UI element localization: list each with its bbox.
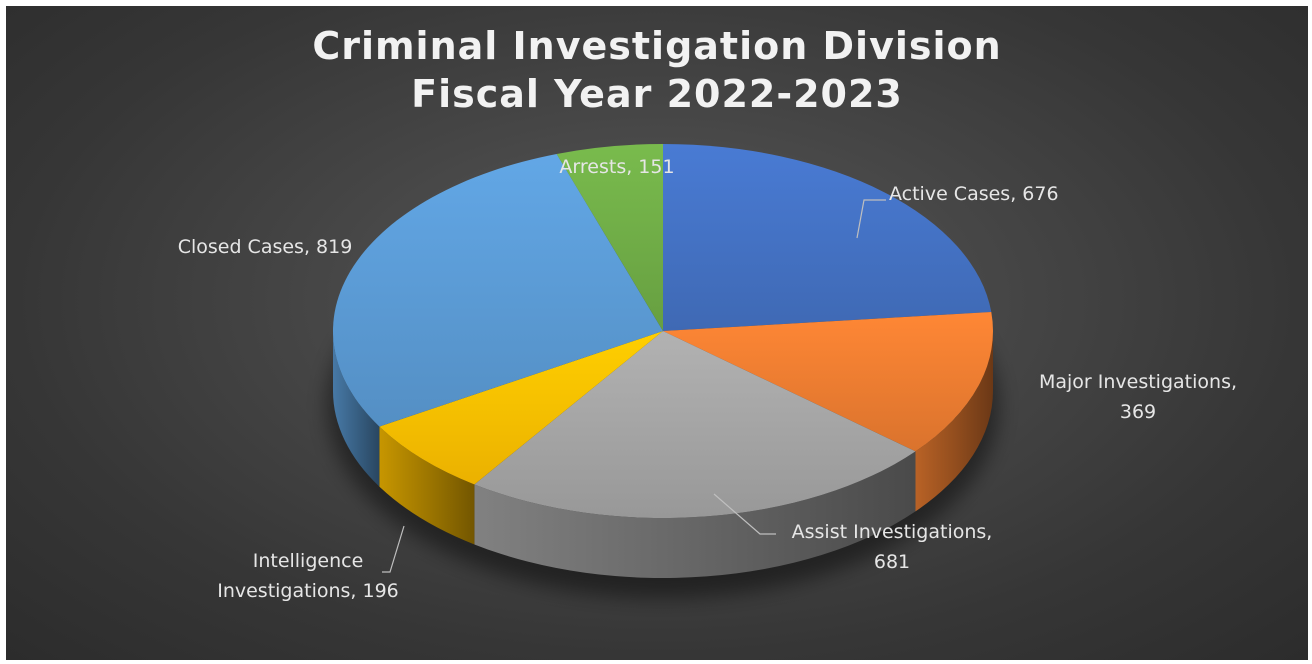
pie-slice-active-cases — [663, 144, 992, 331]
data-label-1-line-1: 369 — [1120, 401, 1156, 423]
leader-line-0 — [856, 199, 886, 239]
data-label-3-line-1: Investigations, 196 — [217, 580, 399, 602]
data-label-5-line-0: Arrests, 151 — [559, 156, 674, 178]
data-label-2-line-1: 681 — [874, 551, 910, 573]
leader-line-2 — [713, 493, 776, 535]
pie-slice-arrests — [556, 144, 663, 331]
data-label-3-line-0: Intelligence — [253, 550, 364, 572]
chart-area: Criminal Investigation Division Fiscal Y… — [6, 6, 1308, 660]
pie-slice-intelligence-investigations — [379, 331, 663, 485]
chart-title: Criminal Investigation Division Fiscal Y… — [6, 22, 1308, 118]
leader-line-3 — [382, 525, 405, 573]
pie-sides — [333, 331, 993, 578]
pie-side-4 — [333, 331, 380, 487]
data-label-2-line-0: Assist Investigations, — [792, 521, 993, 543]
data-label-1-line-0: Major Investigations, — [1039, 371, 1237, 393]
data-label-0-line-0: Active Cases, 676 — [889, 183, 1059, 205]
pie-slice-assist-investigations — [474, 331, 916, 519]
pie-slices — [332, 144, 993, 519]
chart-title-line-1: Criminal Investigation Division — [312, 24, 1002, 68]
pie-chart: Active Cases, 676 Major Investigations, 36… — [178, 144, 1237, 602]
data-label-4-line-0: Closed Cases, 819 — [178, 236, 353, 258]
pie-slice-major-investigations — [663, 311, 993, 452]
pie-side-2 — [474, 451, 916, 578]
pie-side-1 — [915, 331, 993, 512]
chart-title-line-2: Fiscal Year 2022-2023 — [411, 72, 903, 116]
pie-slice-closed-cases — [332, 153, 663, 427]
pie-side-3 — [379, 426, 475, 545]
data-labels: Active Cases, 676 Major Investigations, 36… — [178, 156, 1237, 602]
